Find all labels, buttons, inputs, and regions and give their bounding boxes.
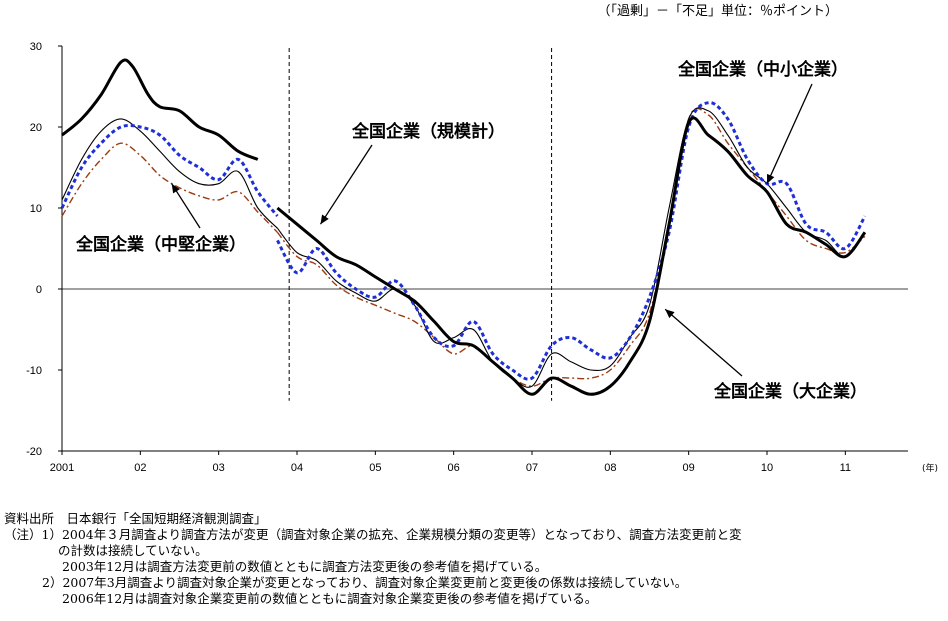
x-tick-label: 08 [604,462,616,474]
annotation-arrowhead [171,183,180,194]
y-tick-label: 10 [30,203,42,215]
source-note: 資料出所 日本銀行「全国短期経済観測調査」 [4,511,267,526]
line-chart: 30 20 10 0 -10 -20 2001 02 03 04 05 06 07 08 09 10 11 (年)… [26,41,938,474]
x-tick-label: 05 [369,462,381,474]
footnotes: 資料出所 日本銀行「全国短期経済観測調査」 （注）1）2004年３月調査より調査… [4,511,742,607]
annotation-arrow-line [766,83,813,184]
annotation-label: 全国企業（大企業） [713,381,867,402]
x-tick-label: 11 [840,462,851,474]
note2-line1: 2）2007年3月調査より調査対象企業が変更となっており、調査対象企業変更前と変… [42,575,688,590]
series-line-3-segment-0 [60,123,279,218]
x-tick-label: 03 [213,462,225,474]
series-line-1-segment-0 [61,118,278,229]
y-tick-label: 0 [36,284,42,296]
note1-line2: の計数は接続していない。 [58,543,208,558]
y-tick-label: -20 [26,446,42,458]
series-line-0-segment-1 [276,116,867,396]
x-tick-label: 07 [526,462,538,474]
annotation-arrowhead [320,214,329,225]
x-tick-label: 2001 [50,462,74,474]
chart-axes: 30 20 10 0 -10 -20 2001 02 03 04 05 06 07 08 09 10 11 (年) [26,41,938,474]
note1-line1: （注）1）2004年３月調査より調査方法が変更（調査対象企業の拡充、企業規模分類… [4,527,742,542]
x-tick-label: 09 [683,462,695,474]
series-line-0-segment-0 [61,58,259,161]
unit-note: （「過剰」－「不足」単位：％ポイント） [597,4,838,19]
x-tick-label: 10 [761,462,773,474]
x-tick-label: 06 [448,462,460,474]
annotation-arrow-line [319,144,373,225]
x-unit-label: (年) [922,462,938,474]
annotation-arrowhead [767,173,775,184]
x-tick-label: 02 [134,462,146,474]
series-line-2-segment-1 [276,107,866,387]
series-line-3-segment-1 [276,101,867,381]
annotation-label: 全国企業（中小企業） [677,59,848,80]
series-layer [60,58,867,396]
series-line-2-segment-0 [61,142,278,233]
y-tick-label: 20 [30,122,42,134]
y-tick-label: 30 [30,41,42,53]
annotation-arrow-line [664,308,743,377]
note2-line2: 2006年12月は調査対象企業変更前の数値とともに調査対象企業変更後の参考値を掲… [62,591,598,606]
annotation-arrowhead [665,309,675,319]
annotation-label: 全国企業（中堅企業） [75,234,246,255]
note1-line3: 2003年12月は調査方法変更前の数値とともに調査方法変更後の参考値を掲げている… [62,559,548,574]
x-tick-label: 04 [291,462,303,474]
annotation-label: 全国企業（規模計） [351,121,505,142]
series-line-1-segment-1 [276,107,866,388]
y-tick-label: -10 [26,365,42,377]
annotation-layer: 全国企業（規模計） 全国企業（中堅企業） 全国企業（中小企業） 全国企業（大企業） [75,59,867,402]
